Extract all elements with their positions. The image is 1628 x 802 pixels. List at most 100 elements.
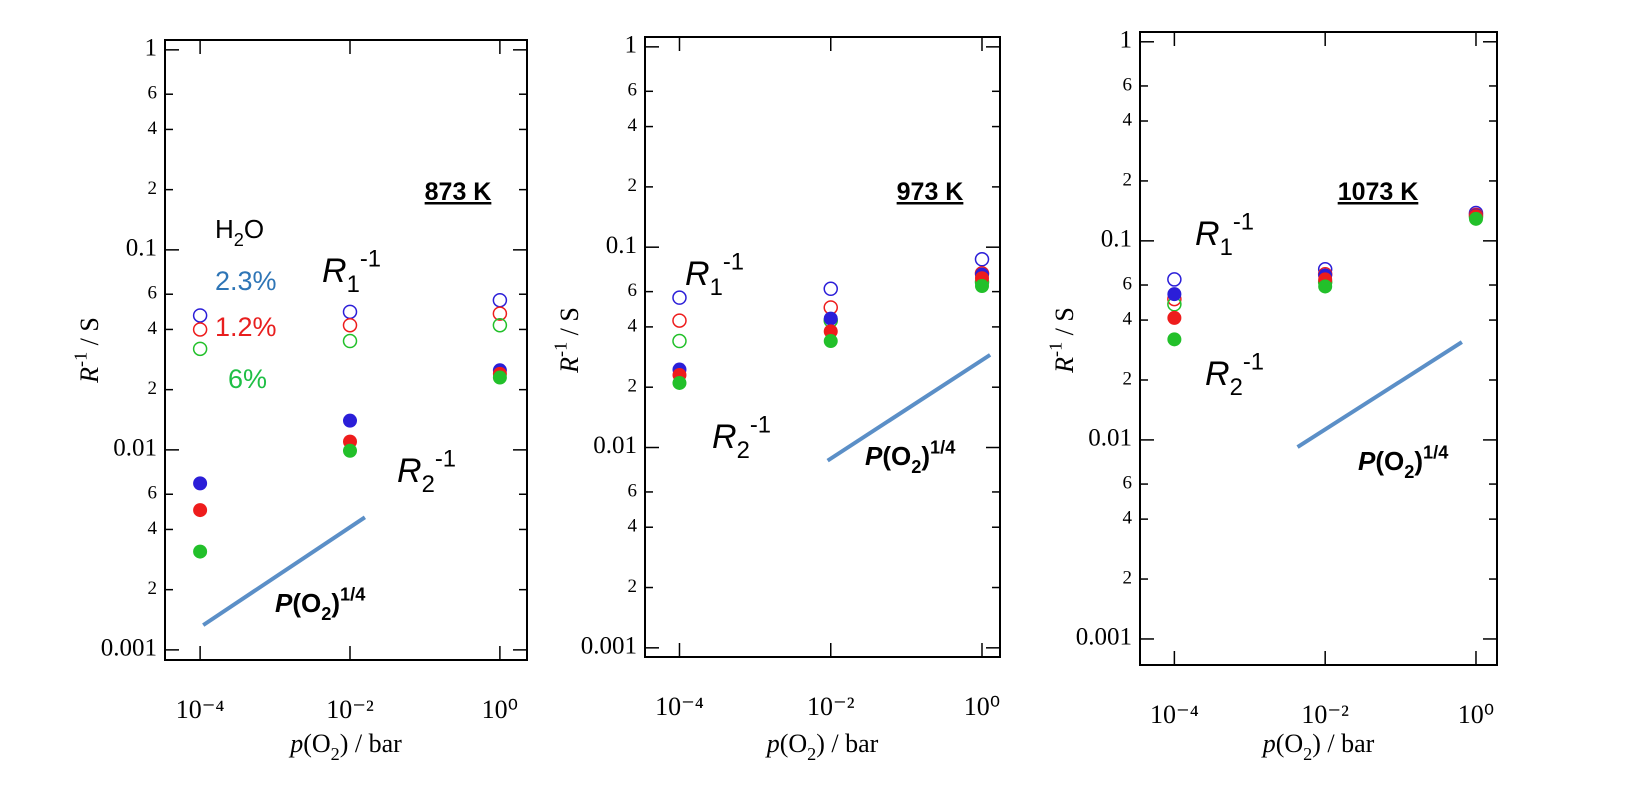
slope-label-part: 2 — [911, 457, 921, 477]
x-tick-label: 10⁻² — [807, 692, 855, 721]
panel-title: 1073 K — [1338, 178, 1419, 206]
x-axis-label-part: 2 — [331, 744, 340, 764]
y-tick-label: 6 — [628, 80, 638, 101]
y-tick-label: 4 — [148, 118, 158, 139]
slope-label-part: ) — [921, 441, 930, 471]
filled-marker — [193, 544, 208, 559]
filled-marker — [1167, 332, 1182, 347]
x-axis-label-part: (O — [303, 729, 330, 758]
slope-label-part: 2 — [321, 604, 331, 624]
x-axis-label-part: p — [765, 729, 780, 758]
r2-label-part: R — [712, 418, 737, 456]
open-marker — [672, 313, 687, 328]
y-tick-label: 6 — [1123, 472, 1133, 493]
r1-label-part: R — [685, 255, 710, 293]
legend-entry: 2.3% — [215, 266, 277, 296]
x-axis-label-part: p — [1261, 729, 1276, 758]
r2-label-part: R — [397, 452, 422, 490]
filled-marker — [823, 324, 838, 339]
r1-label-part: R — [1195, 215, 1220, 253]
slope-label: P(O2)1/4 — [1358, 442, 1449, 482]
x-axis-label-part: ) / bar — [816, 729, 878, 758]
y-tick-label: 6 — [1123, 273, 1133, 294]
y-axis-label-part: R — [555, 357, 584, 374]
filled-marker — [492, 370, 507, 385]
filled-marker — [1167, 287, 1182, 302]
open-marker — [492, 292, 508, 308]
y-tick-label: 0.1 — [606, 232, 637, 259]
y-tick-label: 2 — [148, 178, 158, 199]
r2-label: R2-1 — [397, 446, 456, 499]
slope-label-part: 1/4 — [930, 437, 956, 457]
r1-label-part: R — [322, 252, 347, 290]
open-marker — [342, 333, 358, 349]
y-axis-label-part: R — [1050, 357, 1079, 374]
open-marker — [672, 333, 687, 349]
filled-marker — [823, 311, 838, 326]
x-tick-label: 10⁻² — [1301, 700, 1349, 729]
x-tick-label: 10⁻⁴ — [1150, 700, 1199, 729]
r1-label-part: 1 — [710, 274, 723, 301]
y-tick-label: 4 — [1123, 109, 1133, 130]
y-axis-label-part: / S — [75, 317, 104, 352]
r2-label-part: 2 — [422, 471, 435, 498]
legend-title-part: 2 — [234, 230, 244, 250]
y-axis-label: R-1 / S — [1045, 307, 1079, 374]
open-marker — [492, 317, 508, 333]
filled-marker — [343, 413, 358, 428]
x-axis-label: p(O2) / bar — [288, 729, 402, 764]
open-marker — [192, 308, 208, 323]
slope-label: P(O2)1/4 — [275, 584, 366, 624]
y-tick-label: 2 — [1123, 169, 1133, 190]
slope-guide — [826, 353, 992, 463]
r2-label-part: R — [1205, 355, 1230, 393]
slope-label-part: ) — [1414, 446, 1423, 476]
r2-label-part: 2 — [737, 437, 750, 464]
y-tick-label: 6 — [148, 283, 158, 304]
y-tick-label: 2 — [628, 175, 638, 196]
legend-title-part: O — [244, 214, 264, 244]
y-tick-label: 6 — [628, 480, 638, 501]
slope-label: P(O2)1/4 — [865, 437, 956, 477]
filled-marker — [974, 279, 989, 294]
y-axis-label: R-1 / S — [550, 307, 584, 374]
slope-label-part: ) — [331, 588, 340, 618]
r2-label-part: -1 — [750, 412, 771, 439]
filled-marker — [1468, 211, 1483, 226]
r1-label: R1-1 — [685, 249, 744, 302]
slope-label-part: P — [275, 588, 293, 618]
filled-marker — [1318, 279, 1333, 294]
x-axis-label-part: 2 — [807, 744, 816, 764]
x-tick-label: 10⁰ — [1458, 700, 1494, 729]
open-marker — [192, 341, 208, 357]
slope-label-part: (O — [882, 441, 911, 471]
y-tick-label: 2 — [148, 578, 158, 599]
y-axis-label-part: -1 — [550, 342, 570, 357]
y-tick-label: 0.1 — [126, 235, 157, 262]
x-axis-label: p(O2) / bar — [1261, 729, 1375, 764]
y-tick-label: 2 — [1123, 368, 1133, 389]
x-axis-label-part: p — [288, 729, 303, 758]
r1-label: R1-1 — [1195, 209, 1254, 262]
y-tick-label: 6 — [1123, 74, 1133, 95]
x-tick-label: 10⁻⁴ — [655, 692, 704, 721]
x-axis-label-part: (O — [1276, 729, 1303, 758]
y-tick-label: 2 — [628, 576, 638, 597]
x-axis-label-part: ) / bar — [1312, 729, 1374, 758]
y-tick-label: 6 — [148, 83, 158, 104]
y-axis-label-part: / S — [1050, 307, 1079, 342]
r1-label-part: -1 — [360, 246, 381, 273]
y-tick-label: 4 — [628, 516, 638, 537]
slope-label-part: 2 — [1404, 462, 1414, 482]
legend-entry: 1.2% — [215, 312, 277, 342]
y-axis-label-part: / S — [555, 307, 584, 342]
y-tick-label: 4 — [628, 115, 638, 136]
y-tick-label: 4 — [1123, 308, 1133, 329]
slope-guide — [1296, 340, 1463, 449]
slope-label-part: P — [1358, 446, 1376, 476]
y-tick-label: 0.01 — [593, 432, 637, 459]
x-axis-label: p(O2) / bar — [765, 729, 879, 764]
